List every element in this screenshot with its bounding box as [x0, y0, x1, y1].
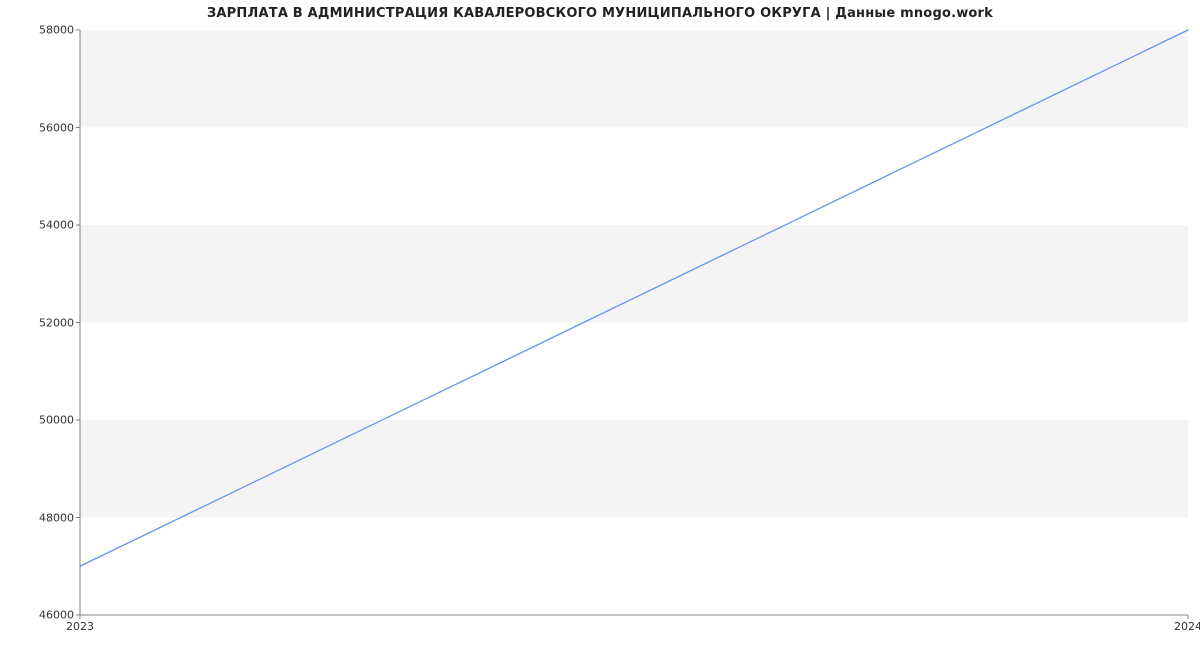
- y-tick-label: 50000: [39, 414, 74, 427]
- y-tick-label: 54000: [39, 219, 74, 232]
- x-tick-label: 2023: [66, 620, 94, 633]
- y-tick-label: 48000: [39, 511, 74, 524]
- salary-line-chart: ЗАРПЛАТА В АДМИНИСТРАЦИЯ КАВАЛЕРОВСКОГО …: [0, 0, 1200, 650]
- chart-title: ЗАРПЛАТА В АДМИНИСТРАЦИЯ КАВАЛЕРОВСКОГО …: [0, 6, 1200, 21]
- x-tick-label: 2024: [1174, 620, 1200, 633]
- y-tick-label: 58000: [39, 24, 74, 37]
- y-tick-label: 52000: [39, 316, 74, 329]
- plot-area: [80, 30, 1188, 615]
- plot-svg: [80, 30, 1188, 615]
- y-tick-label: 56000: [39, 121, 74, 134]
